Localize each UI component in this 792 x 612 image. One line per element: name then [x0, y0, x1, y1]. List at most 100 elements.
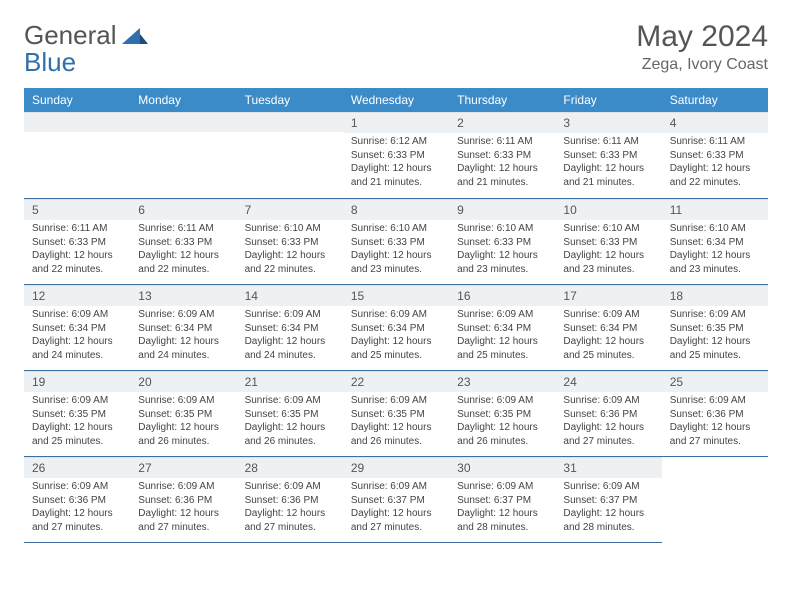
calendar-cell: 1Sunrise: 6:12 AMSunset: 6:33 PMDaylight… [343, 112, 449, 199]
day-details: Sunrise: 6:09 AMSunset: 6:36 PMDaylight:… [237, 478, 343, 534]
calendar-cell: 9Sunrise: 6:10 AMSunset: 6:33 PMDaylight… [449, 199, 555, 285]
day-number: 24 [555, 371, 661, 392]
day-number: 31 [555, 457, 661, 478]
day-details: Sunrise: 6:09 AMSunset: 6:36 PMDaylight:… [24, 478, 130, 534]
calendar-cell: 15Sunrise: 6:09 AMSunset: 6:34 PMDayligh… [343, 285, 449, 371]
calendar-cell: 16Sunrise: 6:09 AMSunset: 6:34 PMDayligh… [449, 285, 555, 371]
day-details: Sunrise: 6:09 AMSunset: 6:34 PMDaylight:… [237, 306, 343, 362]
calendar-cell: 20Sunrise: 6:09 AMSunset: 6:35 PMDayligh… [130, 371, 236, 457]
calendar-cell: 23Sunrise: 6:09 AMSunset: 6:35 PMDayligh… [449, 371, 555, 457]
calendar-cell: 12Sunrise: 6:09 AMSunset: 6:34 PMDayligh… [24, 285, 130, 371]
calendar-cell: 7Sunrise: 6:10 AMSunset: 6:33 PMDaylight… [237, 199, 343, 285]
day-number: 29 [343, 457, 449, 478]
day-details: Sunrise: 6:10 AMSunset: 6:33 PMDaylight:… [449, 220, 555, 276]
day-number: 22 [343, 371, 449, 392]
day-number: 1 [343, 112, 449, 133]
calendar-cell: 25Sunrise: 6:09 AMSunset: 6:36 PMDayligh… [662, 371, 768, 457]
day-number: 16 [449, 285, 555, 306]
calendar-cell-empty [130, 112, 236, 199]
calendar-cell-empty [24, 112, 130, 199]
calendar-body: 1Sunrise: 6:12 AMSunset: 6:33 PMDaylight… [24, 112, 768, 543]
calendar-cell: 28Sunrise: 6:09 AMSunset: 6:36 PMDayligh… [237, 457, 343, 543]
calendar: SundayMondayTuesdayWednesdayThursdayFrid… [24, 88, 768, 543]
day-details: Sunrise: 6:10 AMSunset: 6:33 PMDaylight:… [343, 220, 449, 276]
day-details: Sunrise: 6:09 AMSunset: 6:34 PMDaylight:… [449, 306, 555, 362]
calendar-cell: 22Sunrise: 6:09 AMSunset: 6:35 PMDayligh… [343, 371, 449, 457]
day-of-week-header: Monday [130, 88, 236, 112]
day-details: Sunrise: 6:09 AMSunset: 6:36 PMDaylight:… [662, 392, 768, 448]
calendar-cell: 26Sunrise: 6:09 AMSunset: 6:36 PMDayligh… [24, 457, 130, 543]
day-details: Sunrise: 6:09 AMSunset: 6:37 PMDaylight:… [449, 478, 555, 534]
day-number: 23 [449, 371, 555, 392]
day-number: 7 [237, 199, 343, 220]
day-number: 12 [24, 285, 130, 306]
day-details: Sunrise: 6:10 AMSunset: 6:34 PMDaylight:… [662, 220, 768, 276]
calendar-cell: 17Sunrise: 6:09 AMSunset: 6:34 PMDayligh… [555, 285, 661, 371]
title-block: May 2024 Zega, Ivory Coast [636, 20, 768, 74]
calendar-header-row: SundayMondayTuesdayWednesdayThursdayFrid… [24, 88, 768, 112]
day-number: 6 [130, 199, 236, 220]
day-details: Sunrise: 6:09 AMSunset: 6:34 PMDaylight:… [24, 306, 130, 362]
calendar-cell: 30Sunrise: 6:09 AMSunset: 6:37 PMDayligh… [449, 457, 555, 543]
day-of-week-header: Friday [555, 88, 661, 112]
day-of-week-header: Saturday [662, 88, 768, 112]
day-number: 13 [130, 285, 236, 306]
day-details: Sunrise: 6:09 AMSunset: 6:34 PMDaylight:… [343, 306, 449, 362]
day-details: Sunrise: 6:10 AMSunset: 6:33 PMDaylight:… [555, 220, 661, 276]
day-number: 3 [555, 112, 661, 133]
day-number: 21 [237, 371, 343, 392]
day-number: 30 [449, 457, 555, 478]
day-number: 28 [237, 457, 343, 478]
calendar-cell-empty [237, 112, 343, 199]
day-number: 9 [449, 199, 555, 220]
day-details: Sunrise: 6:09 AMSunset: 6:37 PMDaylight:… [343, 478, 449, 534]
logo-triangle-icon [122, 25, 148, 45]
calendar-cell: 18Sunrise: 6:09 AMSunset: 6:35 PMDayligh… [662, 285, 768, 371]
calendar-cell: 4Sunrise: 6:11 AMSunset: 6:33 PMDaylight… [662, 112, 768, 199]
day-number: 15 [343, 285, 449, 306]
day-details: Sunrise: 6:11 AMSunset: 6:33 PMDaylight:… [130, 220, 236, 276]
day-details: Sunrise: 6:09 AMSunset: 6:35 PMDaylight:… [237, 392, 343, 448]
day-details: Sunrise: 6:09 AMSunset: 6:35 PMDaylight:… [662, 306, 768, 362]
calendar-cell: 2Sunrise: 6:11 AMSunset: 6:33 PMDaylight… [449, 112, 555, 199]
logo-text-2: Blue [24, 47, 76, 78]
day-details: Sunrise: 6:11 AMSunset: 6:33 PMDaylight:… [555, 133, 661, 189]
day-details: Sunrise: 6:09 AMSunset: 6:34 PMDaylight:… [130, 306, 236, 362]
calendar-cell: 8Sunrise: 6:10 AMSunset: 6:33 PMDaylight… [343, 199, 449, 285]
header: General May 2024 Zega, Ivory Coast [24, 20, 768, 74]
day-number: 19 [24, 371, 130, 392]
day-details: Sunrise: 6:09 AMSunset: 6:36 PMDaylight:… [130, 478, 236, 534]
day-number: 10 [555, 199, 661, 220]
day-details: Sunrise: 6:11 AMSunset: 6:33 PMDaylight:… [662, 133, 768, 189]
calendar-cell: 24Sunrise: 6:09 AMSunset: 6:36 PMDayligh… [555, 371, 661, 457]
day-number: 11 [662, 199, 768, 220]
day-number: 26 [24, 457, 130, 478]
day-number: 17 [555, 285, 661, 306]
location-label: Zega, Ivory Coast [636, 56, 768, 74]
calendar-cell: 14Sunrise: 6:09 AMSunset: 6:34 PMDayligh… [237, 285, 343, 371]
day-of-week-header: Tuesday [237, 88, 343, 112]
calendar-cell: 10Sunrise: 6:10 AMSunset: 6:33 PMDayligh… [555, 199, 661, 285]
calendar-cell: 5Sunrise: 6:11 AMSunset: 6:33 PMDaylight… [24, 199, 130, 285]
day-of-week-header: Wednesday [343, 88, 449, 112]
calendar-cell: 13Sunrise: 6:09 AMSunset: 6:34 PMDayligh… [130, 285, 236, 371]
day-number: 18 [662, 285, 768, 306]
day-number: 8 [343, 199, 449, 220]
day-number: 27 [130, 457, 236, 478]
day-of-week-header: Thursday [449, 88, 555, 112]
calendar-cell: 31Sunrise: 6:09 AMSunset: 6:37 PMDayligh… [555, 457, 661, 543]
calendar-cell: 27Sunrise: 6:09 AMSunset: 6:36 PMDayligh… [130, 457, 236, 543]
page-title: May 2024 [636, 20, 768, 54]
calendar-cell: 11Sunrise: 6:10 AMSunset: 6:34 PMDayligh… [662, 199, 768, 285]
calendar-cell: 19Sunrise: 6:09 AMSunset: 6:35 PMDayligh… [24, 371, 130, 457]
day-details: Sunrise: 6:11 AMSunset: 6:33 PMDaylight:… [24, 220, 130, 276]
day-details: Sunrise: 6:09 AMSunset: 6:35 PMDaylight:… [449, 392, 555, 448]
day-number: 25 [662, 371, 768, 392]
day-details: Sunrise: 6:09 AMSunset: 6:36 PMDaylight:… [555, 392, 661, 448]
day-details: Sunrise: 6:11 AMSunset: 6:33 PMDaylight:… [449, 133, 555, 189]
day-number: 4 [662, 112, 768, 133]
day-number: 2 [449, 112, 555, 133]
calendar-cell: 21Sunrise: 6:09 AMSunset: 6:35 PMDayligh… [237, 371, 343, 457]
day-details: Sunrise: 6:12 AMSunset: 6:33 PMDaylight:… [343, 133, 449, 189]
day-details: Sunrise: 6:09 AMSunset: 6:37 PMDaylight:… [555, 478, 661, 534]
